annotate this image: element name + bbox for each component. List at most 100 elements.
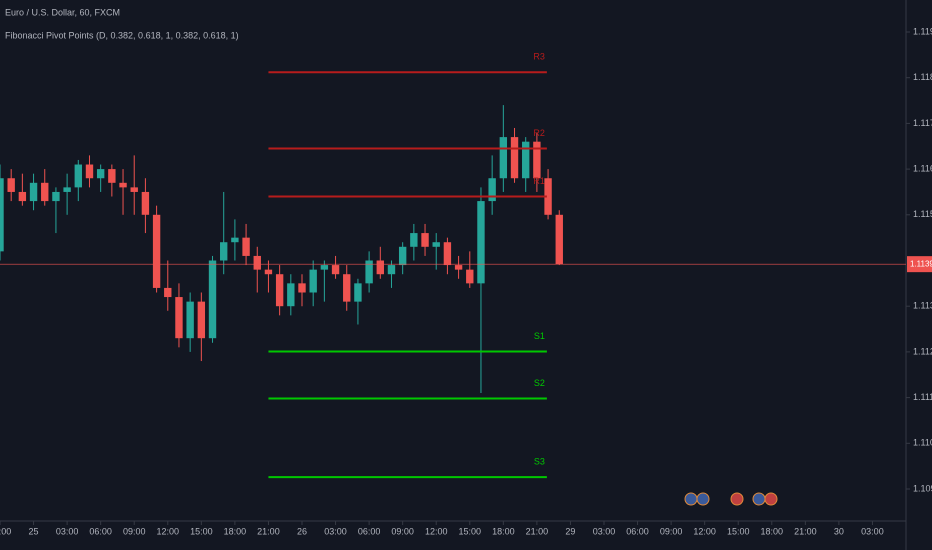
x-tick-label: 18:00 bbox=[761, 526, 784, 536]
x-tick-label: 30 bbox=[834, 526, 844, 536]
candle-body bbox=[29, 182, 38, 202]
x-tick-label: 12:00 bbox=[157, 526, 180, 536]
x-tick-label: 15:00 bbox=[459, 526, 482, 536]
candle-body bbox=[298, 283, 306, 293]
x-tick-label: 06:00 bbox=[358, 526, 381, 536]
candle-body bbox=[466, 269, 474, 284]
y-tick-label: 1.11500 bbox=[913, 209, 932, 219]
x-tick-label: 09:00 bbox=[660, 526, 683, 536]
candle-body bbox=[454, 265, 463, 270]
event-icon bbox=[696, 492, 710, 506]
candle-body bbox=[398, 246, 407, 266]
candle-body bbox=[63, 187, 71, 192]
candle-body bbox=[320, 265, 329, 270]
x-tick-label: 12:00 bbox=[693, 526, 716, 536]
pivot-label: R1 bbox=[533, 176, 545, 186]
x-tick-label: 26 bbox=[297, 526, 307, 536]
last-price-label: 1.11392 bbox=[910, 259, 932, 268]
candle-body bbox=[533, 141, 541, 179]
x-tick-label: 03:00 bbox=[56, 526, 79, 536]
candle-body bbox=[119, 182, 127, 188]
y-tick-label: 1.11600 bbox=[913, 163, 932, 173]
last-price-badge bbox=[907, 256, 932, 273]
chart-title: Euro / U.S. Dollar, 60, FXCM bbox=[5, 7, 120, 17]
event-icons bbox=[684, 492, 778, 506]
y-tick-label: 1.11900 bbox=[913, 26, 932, 36]
pivot-label: R2 bbox=[533, 128, 545, 138]
candle-body bbox=[387, 265, 396, 275]
candle-body bbox=[0, 178, 4, 252]
candle-body bbox=[96, 169, 105, 179]
y-tick-label: 1.11000 bbox=[913, 438, 932, 448]
candle-body bbox=[186, 301, 194, 339]
x-tick-label: 06:00 bbox=[626, 526, 649, 536]
x-tick-label: 18:00 bbox=[492, 526, 515, 536]
y-tick-label: 1.11200 bbox=[913, 346, 932, 356]
event-icon bbox=[730, 492, 744, 506]
candle-body bbox=[421, 233, 429, 247]
x-tick-label: 03:00 bbox=[324, 526, 347, 536]
x-tick-label: 03:00 bbox=[593, 526, 616, 536]
candle-body bbox=[141, 191, 150, 215]
candle-body bbox=[253, 255, 261, 270]
pivot-label: S2 bbox=[534, 378, 545, 388]
candle-body bbox=[264, 269, 273, 275]
candle-body bbox=[522, 141, 530, 179]
x-tick-label: 18:00 bbox=[224, 526, 247, 536]
x-tick-label: 21:00 bbox=[794, 526, 817, 536]
event-icon bbox=[764, 492, 778, 506]
y-tick-label: 1.11300 bbox=[913, 301, 932, 311]
candle-body bbox=[7, 178, 15, 192]
candle-body bbox=[242, 237, 250, 256]
x-tick-label: 09:00 bbox=[391, 526, 414, 536]
y-tick-label: 1.11100 bbox=[913, 392, 932, 402]
candle-body bbox=[220, 242, 228, 261]
x-tick-label: 21:00 bbox=[257, 526, 280, 536]
candle-body bbox=[152, 214, 161, 288]
x-tick-label: 25 bbox=[29, 526, 39, 536]
candle-body bbox=[354, 283, 362, 302]
x-tick-label: 12:00 bbox=[425, 526, 448, 536]
candle-body bbox=[108, 169, 116, 183]
candle-body bbox=[175, 297, 183, 339]
candle-body bbox=[74, 164, 82, 188]
x-tick-label: 21:00 bbox=[526, 526, 549, 536]
candle-body bbox=[410, 233, 418, 247]
candle-body bbox=[343, 274, 351, 302]
candle-body bbox=[555, 214, 563, 265]
indicator-title: Fibonacci Pivot Points (D, 0.382, 0.618,… bbox=[5, 30, 239, 40]
candle-body bbox=[208, 260, 217, 339]
candle-body bbox=[365, 260, 373, 284]
candle-body bbox=[231, 237, 239, 243]
candle-body bbox=[41, 182, 49, 202]
candle-body bbox=[18, 191, 27, 202]
y-tick-label: 1.11700 bbox=[913, 118, 932, 128]
candle-body bbox=[443, 242, 452, 266]
candle-body bbox=[488, 178, 496, 202]
candle-body bbox=[275, 274, 284, 307]
pivot-label: S1 bbox=[534, 331, 545, 341]
x-tick-label: 21:00 bbox=[0, 526, 11, 536]
x-tick-label: 29 bbox=[565, 526, 575, 536]
y-tick-label: 1.11800 bbox=[913, 72, 932, 82]
x-tick-label: 03:00 bbox=[861, 526, 884, 536]
pivot-label: R3 bbox=[533, 52, 545, 62]
event-icon bbox=[684, 492, 698, 506]
candle-body bbox=[510, 137, 519, 179]
candle-body bbox=[197, 301, 206, 339]
x-tick-label: 15:00 bbox=[190, 526, 213, 536]
candle-body bbox=[376, 260, 384, 275]
candle-body bbox=[309, 269, 317, 293]
x-tick-label: 06:00 bbox=[89, 526, 112, 536]
candle-body bbox=[499, 137, 508, 179]
y-tick-label: 1.10900 bbox=[913, 483, 932, 493]
x-tick-label: 09:00 bbox=[123, 526, 146, 536]
candle-body bbox=[287, 283, 295, 307]
candle-body bbox=[130, 187, 138, 192]
candle-body bbox=[432, 242, 440, 247]
pivot-label: S3 bbox=[534, 457, 545, 467]
candle-body bbox=[85, 164, 94, 179]
